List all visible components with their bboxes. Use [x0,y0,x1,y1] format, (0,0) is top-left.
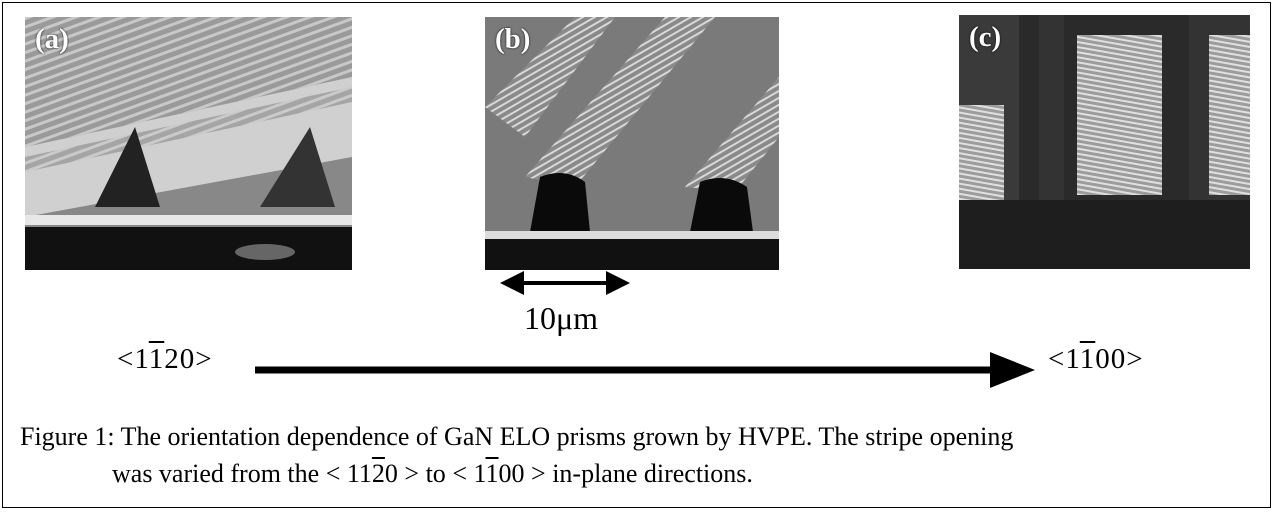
direction-arrow [255,352,1035,388]
micrograph-a: (a) [25,17,352,270]
caption-line-1: Figure 1: The orientation dependence of … [20,422,1014,451]
micrograph-c: (c) [959,15,1250,269]
scale-bar-arrow [500,271,630,295]
panel-label-b: (b) [495,23,531,55]
panel-label-c: (c) [969,21,1002,53]
figure-caption: Figure 1: The orientation dependence of … [20,418,1013,492]
micrograph-b: (b) [485,17,779,270]
caption-line-2: was varied from the < 1120 > to < 1100 >… [112,459,753,488]
panel-label-a: (a) [35,23,69,55]
direction-label-right: <1100> [1048,343,1144,375]
scale-bar-label: 10μm [524,300,599,336]
direction-label-left: <1120> [117,343,213,375]
